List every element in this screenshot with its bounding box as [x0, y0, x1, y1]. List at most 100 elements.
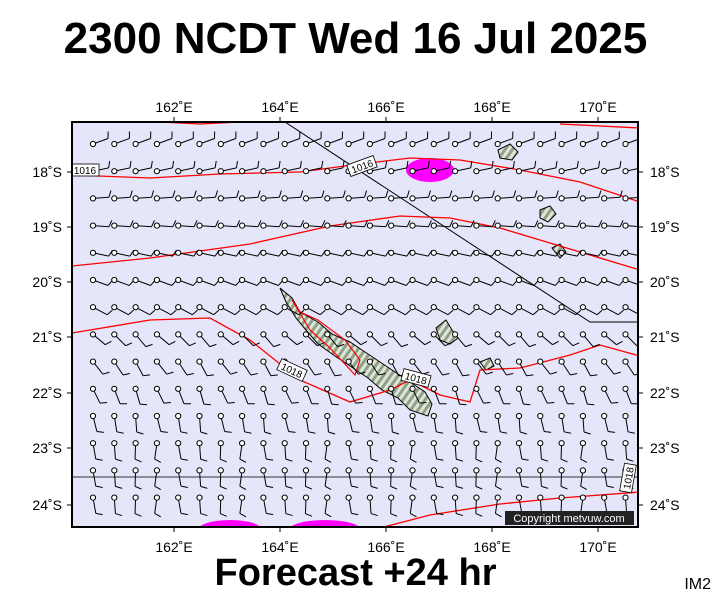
- barb-feather: [401, 343, 409, 348]
- station-circle: [324, 385, 331, 392]
- barb-feather: [200, 458, 208, 462]
- wind-barb: [260, 467, 274, 488]
- station-circle: [494, 385, 501, 392]
- copyright-box: [505, 511, 634, 525]
- barb-feather: [491, 190, 495, 198]
- wind-barb: [537, 249, 561, 257]
- station-circle: [409, 467, 416, 474]
- station-circle: [345, 412, 352, 420]
- wind-barb: [302, 304, 326, 316]
- wind-barb: [579, 331, 600, 348]
- station-circle: [601, 222, 608, 229]
- barb-feather: [364, 190, 368, 198]
- station-circle: [473, 440, 480, 447]
- barb-feather: [108, 220, 113, 227]
- barb-feather: [134, 458, 142, 463]
- station-circle: [132, 249, 139, 256]
- barb-feather: [96, 431, 104, 433]
- station-circle: [111, 168, 118, 175]
- station-circle: [409, 249, 416, 256]
- wind-barb: [515, 276, 539, 286]
- station-circle: [388, 358, 395, 365]
- barb-feather: [483, 402, 491, 404]
- station-circle: [260, 412, 267, 420]
- wind-barb: [217, 190, 240, 202]
- wind-barb: [622, 412, 635, 434]
- station-circle: [196, 222, 203, 229]
- barb-feather: [106, 309, 113, 316]
- station-circle: [196, 249, 203, 256]
- barb-feather: [385, 190, 389, 198]
- barb-feather: [611, 402, 619, 404]
- station-circle: [452, 276, 459, 284]
- station-circle: [239, 467, 246, 474]
- station-circle: [409, 494, 416, 501]
- station-circle: [302, 412, 310, 420]
- svg-text:1018: 1018: [622, 466, 637, 490]
- lat-tick-right: 19˚S: [650, 219, 680, 235]
- station-circle: [153, 467, 160, 474]
- barb-feather: [115, 513, 123, 517]
- wind-barb: [537, 331, 559, 346]
- wind-barb: [345, 412, 360, 433]
- station-circle: [111, 304, 118, 311]
- wind-barb: [281, 220, 305, 229]
- station-circle: [537, 440, 544, 447]
- station-circle: [196, 412, 203, 420]
- station-circle: [366, 249, 373, 256]
- wind-barb: [494, 385, 511, 405]
- station-circle: [452, 412, 459, 420]
- map-axes: 162˚E 164˚E 166˚E 168˚E 170˚E 162˚E 164˚…: [32, 99, 679, 555]
- barb-feather: [299, 160, 302, 168]
- station-circle: [601, 331, 608, 338]
- station-circle: [409, 276, 416, 284]
- wind-barb: [324, 304, 348, 316]
- station-circle: [537, 276, 544, 284]
- wind-barb: [89, 358, 110, 375]
- wind-barb: [217, 412, 232, 433]
- station-circle: [558, 385, 565, 392]
- page-title: 2300 NCDT Wed 16 Jul 2025: [63, 14, 648, 63]
- station-circle: [175, 195, 182, 202]
- barb-feather: [172, 220, 177, 227]
- station-circle: [366, 385, 373, 392]
- rain-area: [199, 520, 261, 527]
- station-circle: [558, 249, 565, 256]
- barb-feather: [239, 458, 247, 463]
- barb-feather: [235, 160, 239, 168]
- station-circle: [111, 494, 118, 501]
- station-circle: [153, 385, 160, 392]
- wind-barb: [430, 358, 450, 376]
- station-circle: [302, 331, 310, 338]
- wind-barb: [281, 331, 304, 346]
- barb-feather: [324, 458, 332, 463]
- station-circle: [430, 331, 437, 338]
- station-circle: [175, 467, 182, 474]
- barb-feather: [436, 458, 444, 461]
- wind-barb: [622, 385, 638, 405]
- station-circle: [579, 412, 587, 420]
- station-circle: [111, 140, 118, 148]
- station-circle: [175, 249, 182, 256]
- station-circle: [537, 331, 544, 338]
- station-circle: [515, 440, 523, 447]
- wind-barb: [430, 412, 444, 434]
- station-circle: [260, 276, 267, 284]
- station-circle: [302, 358, 310, 365]
- wind-barb: [281, 304, 305, 316]
- station-circle: [196, 304, 203, 311]
- wind-barb: [175, 249, 199, 257]
- wind-barb: [622, 276, 638, 286]
- wind-barb: [473, 494, 483, 517]
- station-circle: [175, 494, 182, 501]
- station-circle: [601, 467, 608, 474]
- station-circle: [430, 276, 437, 284]
- wind-barb: [452, 160, 473, 175]
- station-circle: [153, 412, 160, 420]
- station-circle: [622, 304, 629, 311]
- station-circle: [473, 494, 480, 501]
- station-circle: [366, 467, 373, 474]
- barb-feather: [209, 343, 217, 348]
- station-circle: [239, 222, 246, 229]
- wind-barb: [175, 440, 188, 461]
